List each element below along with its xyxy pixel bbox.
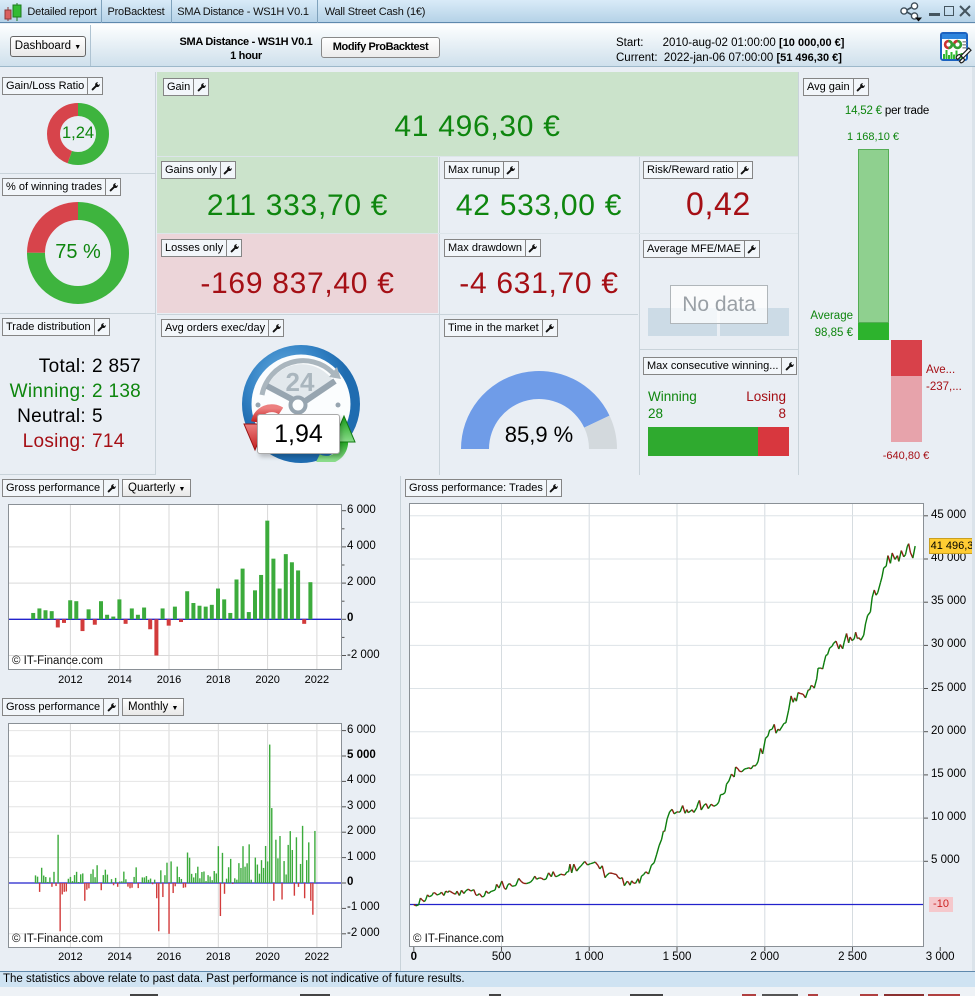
svg-text:24: 24: [286, 367, 315, 397]
